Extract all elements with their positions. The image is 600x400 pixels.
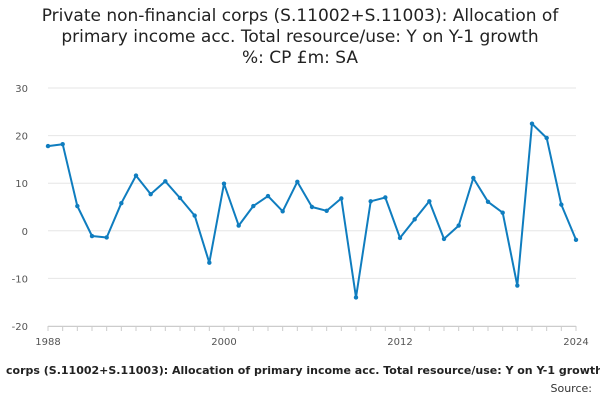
y-axis-ticks: -20 -10 0 10 20 30 <box>12 84 28 333</box>
data-point-1998[interactable] <box>192 213 197 218</box>
data-point-2021[interactable] <box>529 121 535 126</box>
y-tick-label-4: 20 <box>15 132 28 143</box>
data-point-2003[interactable] <box>265 193 271 199</box>
footer-caption: corps (S.11002+S.11003): Allocation of p… <box>0 364 600 382</box>
data-point-2007[interactable] <box>324 208 329 214</box>
data-point-2000[interactable] <box>221 181 227 186</box>
data-point-2024[interactable] <box>573 237 579 243</box>
data-point-2018[interactable] <box>485 199 491 204</box>
data-point-2019[interactable] <box>500 210 505 215</box>
x-tick-label-1: 2000 <box>211 337 236 348</box>
chart-title-line-1: Private non-financial corps (S.11002+S.1… <box>41 6 559 26</box>
chart-title-line-3: %: CP £m: SA <box>241 48 359 68</box>
chart-title-line-2: primary income acc. Total resource/use: … <box>61 27 539 47</box>
y-tick-label-1: -10 <box>12 274 28 285</box>
chart-title: Private non-financial corps (S.11002+S.1… <box>0 6 600 69</box>
footer-caption-text: corps (S.11002+S.11003): Allocation of p… <box>6 364 600 377</box>
data-point-2022[interactable] <box>544 135 549 141</box>
data-point-1999[interactable] <box>207 260 212 265</box>
data-point-2014[interactable] <box>427 199 432 204</box>
x-tick-label-0: 1988 <box>35 337 60 348</box>
series-line-0 <box>47 122 577 299</box>
data-point-2010[interactable] <box>368 199 373 204</box>
data-point-2013[interactable] <box>412 217 417 222</box>
data-point-2015[interactable] <box>441 236 447 242</box>
data-point-1994[interactable] <box>133 173 139 178</box>
data-point-1995[interactable] <box>148 191 153 197</box>
y-tick-label-5: 30 <box>15 84 28 95</box>
data-point-2005[interactable] <box>295 179 300 184</box>
data-point-1996[interactable] <box>163 179 168 184</box>
data-point-1989[interactable] <box>60 141 65 147</box>
y-tick-label-0: -20 <box>12 322 28 333</box>
data-point-2016[interactable] <box>456 223 461 228</box>
data-point-2011[interactable] <box>383 195 388 200</box>
axes <box>47 326 577 331</box>
x-tick-label-2: 2012 <box>387 337 412 348</box>
data-point-2009[interactable] <box>353 295 359 300</box>
data-point-1993[interactable] <box>119 200 124 206</box>
x-axis-ticks: 1988 2000 2012 2024 <box>35 337 588 348</box>
x-tick-label-3: 2024 <box>563 337 588 348</box>
source-label: Source: <box>550 382 593 395</box>
data-point-2002[interactable] <box>251 203 256 209</box>
data-point-1988[interactable] <box>45 143 51 149</box>
data-point-1992[interactable] <box>104 235 109 240</box>
data-point-2023[interactable] <box>559 202 564 207</box>
data-point-2020[interactable] <box>515 283 520 288</box>
data-point-2017[interactable] <box>471 175 476 181</box>
data-point-1991[interactable] <box>89 233 95 239</box>
series-group <box>45 121 579 300</box>
data-point-1990[interactable] <box>75 203 80 209</box>
data-point-2012[interactable] <box>397 235 403 241</box>
y-tick-label-3: 10 <box>15 179 28 190</box>
data-point-2001[interactable] <box>236 223 241 228</box>
data-point-2008[interactable] <box>339 196 344 201</box>
data-point-1997[interactable] <box>177 195 183 201</box>
y-tick-label-2: 0 <box>22 227 28 238</box>
data-point-2006[interactable] <box>309 204 315 210</box>
data-point-2004[interactable] <box>280 209 285 214</box>
